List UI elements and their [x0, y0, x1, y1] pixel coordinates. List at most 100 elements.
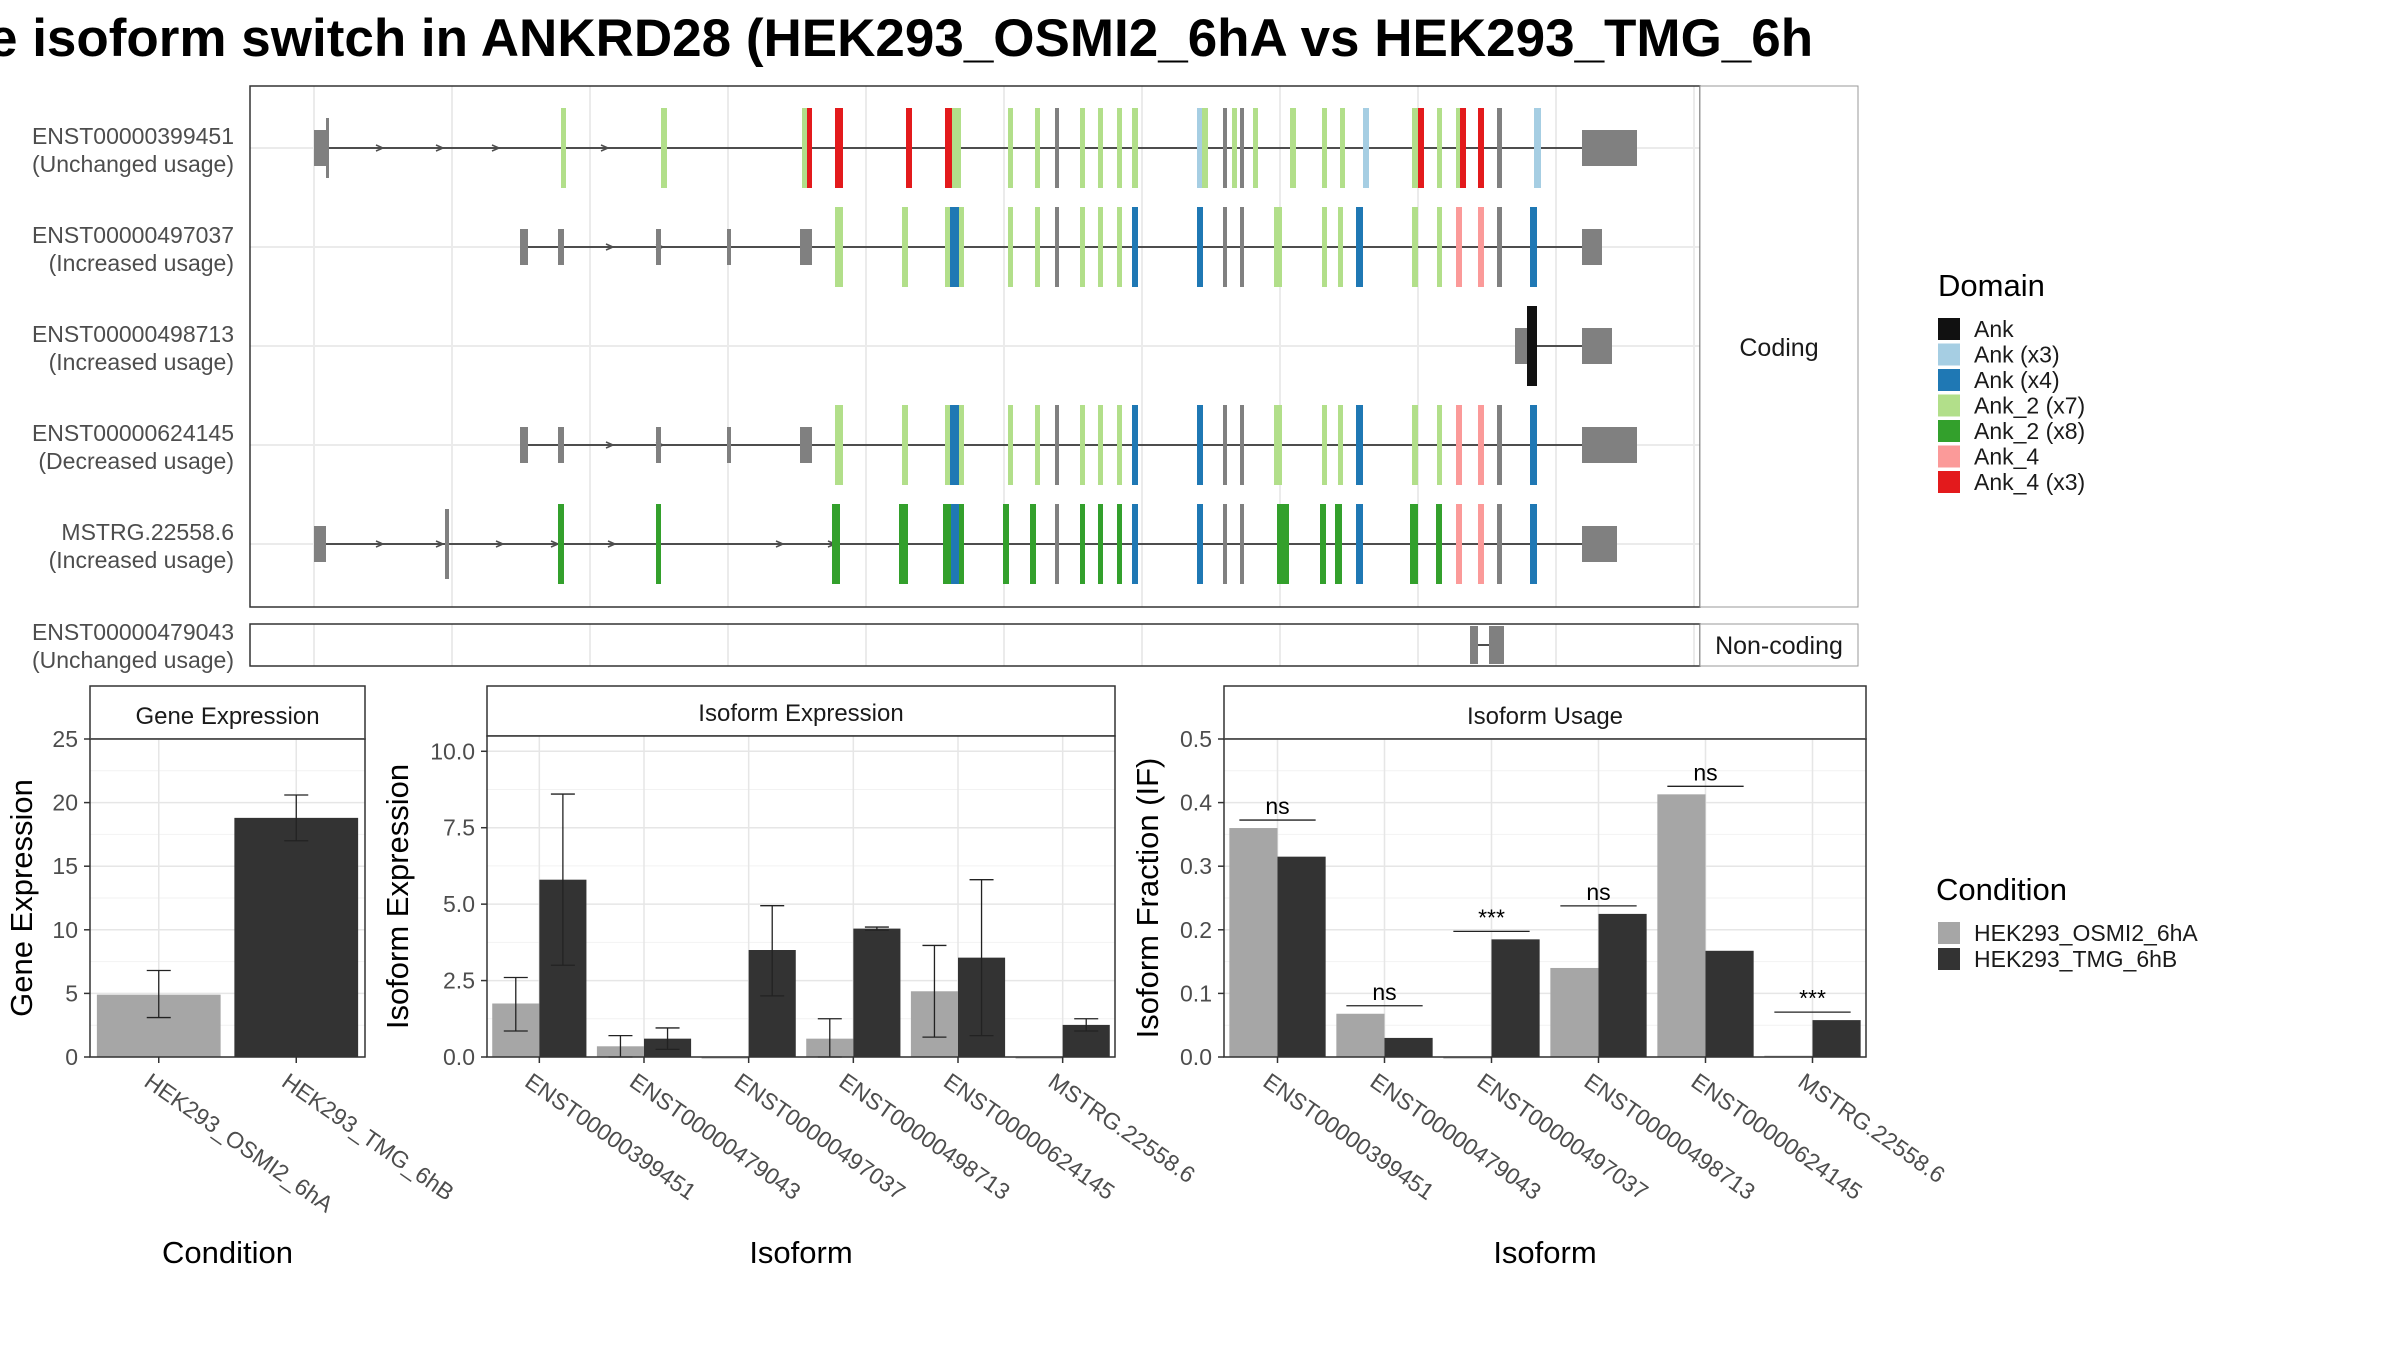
exon-block	[558, 504, 564, 584]
exon-block	[1277, 504, 1289, 584]
exon-block	[1117, 108, 1122, 188]
bar	[1550, 967, 1599, 1057]
exon-block	[1478, 504, 1484, 584]
bar	[1229, 828, 1278, 1057]
strand-arrow	[495, 540, 505, 548]
exon-block	[800, 229, 812, 265]
exon-block	[561, 108, 566, 188]
x-axis-label: Isoform	[749, 1235, 852, 1270]
panel-title: Isoform Usage	[1467, 703, 1623, 730]
exon-block	[1592, 526, 1617, 562]
exon-block	[314, 130, 326, 166]
exon-block	[1035, 405, 1040, 485]
y-tick-label: 5.0	[443, 891, 475, 917]
exon-block	[1223, 504, 1227, 584]
exon-block	[1515, 328, 1527, 364]
strand-arrow	[435, 540, 445, 548]
isoform-label-usage: (Unchanged usage)	[32, 647, 234, 673]
condition-legend-swatch	[1938, 948, 1960, 970]
exon-block	[1478, 405, 1484, 485]
strand-arrow	[435, 144, 445, 152]
exon-block	[1592, 328, 1612, 364]
exon-block	[945, 405, 952, 485]
exon-block	[1197, 207, 1203, 287]
exon-block	[1582, 130, 1592, 166]
bar	[1812, 1020, 1861, 1057]
exon-block	[1412, 207, 1418, 287]
y-tick-label: 7.5	[443, 815, 475, 841]
exon-block	[1030, 504, 1036, 584]
domain-legend-swatch	[1938, 445, 1960, 468]
isoform-label-usage: (Decreased usage)	[38, 448, 234, 474]
exon-block	[1055, 108, 1059, 188]
exon-block	[1527, 306, 1537, 386]
domain-legend-label: Ank_2 (x8)	[1974, 418, 2085, 444]
isoform-label-id: ENST00000479043	[32, 619, 234, 645]
y-axis-label: Isoform Fraction (IF)	[1130, 758, 1165, 1039]
exon-block	[807, 108, 812, 188]
exon-block	[1322, 405, 1327, 485]
exon-block	[1338, 405, 1343, 485]
exon-block	[1592, 427, 1637, 463]
exon-block	[558, 229, 564, 265]
domain-legend-swatch	[1938, 394, 1960, 417]
y-tick-label: 0.2	[1180, 917, 1212, 943]
exon-block	[1363, 108, 1369, 188]
noncoding-strip	[1699, 623, 1859, 667]
strand-arrow	[375, 540, 385, 548]
exon-block	[959, 405, 964, 485]
bar	[1705, 950, 1754, 1057]
exon-block	[1338, 207, 1343, 287]
exon-block	[1534, 108, 1541, 188]
y-tick-label: 25	[52, 726, 78, 752]
exon-block	[1437, 405, 1442, 485]
strand-arrow	[605, 243, 615, 251]
condition-legend-label: HEK293_TMG_6hB	[1974, 946, 2177, 972]
exon-block	[1008, 108, 1013, 188]
exon-block	[1035, 207, 1040, 287]
exon-block	[1470, 626, 1478, 664]
bar	[1336, 1013, 1385, 1057]
exon-block	[1098, 405, 1103, 485]
exon-block	[1274, 207, 1282, 287]
exon-block	[314, 526, 326, 562]
isoform-label-usage: (Increased usage)	[49, 547, 234, 573]
exon-block	[1530, 504, 1537, 584]
exon-block	[326, 118, 329, 178]
panel-frame	[486, 735, 1116, 1058]
domain-legend-title: Domain	[1938, 268, 2045, 303]
x-tick-label: ENST00000624145	[939, 1068, 1119, 1205]
bar	[234, 817, 359, 1057]
exon-block	[727, 427, 731, 463]
bar	[853, 928, 901, 1057]
domain-legend-swatch	[1938, 420, 1960, 442]
domain-legend-label: Ank_4 (x3)	[1974, 469, 2085, 495]
exon-block	[1080, 108, 1085, 188]
significance-label: ns	[1372, 979, 1396, 1005]
exon-block	[1098, 207, 1103, 287]
exon-block	[656, 229, 661, 265]
exon-block	[835, 405, 843, 485]
panel-title: Gene Expression	[135, 703, 319, 730]
x-tick-label: ENST00000479043	[1366, 1068, 1546, 1205]
exon-block	[1456, 108, 1461, 188]
chart-title: e isoform switch in ANKRD28 (HEK293_OSMI…	[0, 9, 1814, 68]
coding-strip	[1699, 85, 1859, 608]
isoform-tracks	[314, 108, 1637, 664]
exon-block	[520, 427, 528, 463]
exon-block	[1530, 207, 1537, 287]
x-axis-label: Condition	[162, 1235, 293, 1270]
exon-block	[800, 427, 812, 463]
exon-block	[1582, 526, 1592, 562]
exon-block	[1335, 504, 1342, 584]
exon-block	[1412, 108, 1418, 188]
exon-block	[1240, 207, 1244, 287]
exon-block	[445, 509, 449, 579]
bar	[1384, 1037, 1433, 1057]
y-tick-label: 0.5	[1180, 726, 1212, 752]
exon-block	[950, 207, 959, 287]
exon-block	[1437, 108, 1442, 188]
exon-block	[1456, 405, 1462, 485]
significance-label: ns	[1265, 793, 1289, 819]
